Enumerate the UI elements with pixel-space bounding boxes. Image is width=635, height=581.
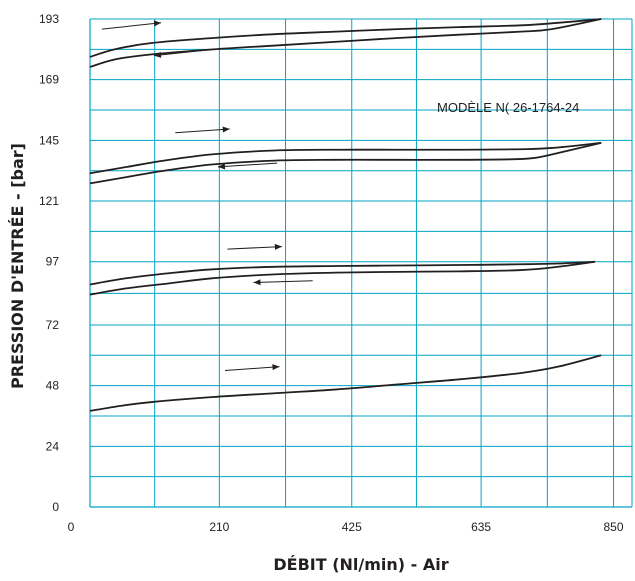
arrow-shaft <box>101 22 162 30</box>
x-tick-label: 0 <box>68 520 75 534</box>
arrow-shaft <box>253 280 313 283</box>
series-line <box>89 142 602 185</box>
arrow-head-left <box>217 163 226 170</box>
arrow-head-right <box>153 20 162 27</box>
y-tick-label: 48 <box>46 379 60 393</box>
direction-arrows <box>101 20 313 371</box>
series-line <box>89 354 602 412</box>
arrow-shaft <box>224 366 280 371</box>
arrow-head-left <box>153 51 162 58</box>
y-tick-label: 145 <box>39 133 59 147</box>
arrow-shaft <box>227 246 282 250</box>
x-axis-title: DÉBIT (Nl/min) - Air <box>273 555 448 574</box>
arrow-shaft <box>217 162 278 168</box>
series-line <box>89 142 602 175</box>
y-tick-label: 193 <box>39 12 59 26</box>
series-line <box>89 18 602 58</box>
x-tick-label: 210 <box>209 520 229 534</box>
y-tick-label: 169 <box>39 73 59 87</box>
y-tick-labels: 0 24 48 72 97 121 145 169 193 <box>39 12 59 514</box>
series-lines <box>89 18 602 412</box>
arrow-head-left <box>253 279 261 286</box>
y-tick-label: 0 <box>52 500 59 514</box>
x-tick-label: 635 <box>471 520 491 534</box>
arrow-head-right <box>272 364 280 371</box>
x-tick-label: 425 <box>342 520 362 534</box>
arrow-shaft <box>175 128 230 134</box>
y-tick-label: 24 <box>46 439 60 453</box>
arrow-head-right <box>274 243 282 250</box>
series-line <box>89 18 602 68</box>
series-line <box>89 260 596 296</box>
y-tick-label: 121 <box>39 194 59 208</box>
y-tick-label: 97 <box>46 255 60 269</box>
x-tick-label: 850 <box>604 520 624 534</box>
series-line <box>89 260 596 286</box>
x-tick-labels: 0 210 425 635 850 <box>68 520 624 534</box>
y-axis-title: PRESSION D'ENTRÉE - [bar] <box>8 143 27 389</box>
grid <box>89 18 633 508</box>
model-annotation: MODÈLE N( 26-1764-24 <box>437 100 579 115</box>
arrow-head-right <box>222 126 230 133</box>
y-tick-label: 72 <box>46 318 60 332</box>
arrow-shaft <box>153 48 214 57</box>
